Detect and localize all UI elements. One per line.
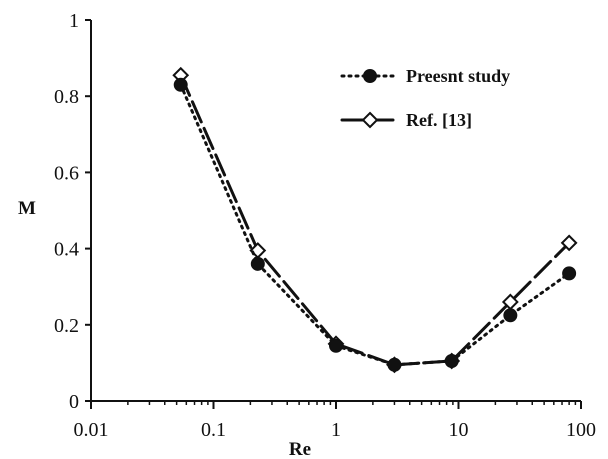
data-point-present-study <box>173 77 188 92</box>
y-tick-label: 0.2 <box>54 315 79 337</box>
data-point-present-study <box>562 266 577 281</box>
legend-item-reference: Ref. [13] <box>340 110 472 130</box>
data-point-present-study <box>444 353 459 368</box>
y-tick-label: 0.8 <box>54 86 79 108</box>
data-point-present-study <box>503 308 518 323</box>
data-point-reference <box>560 234 578 252</box>
series-present-study <box>173 77 577 372</box>
y-tick-label: 0.4 <box>54 239 79 261</box>
y-tick-label: 0.6 <box>54 162 79 184</box>
x-tick-label: 1 <box>331 419 341 441</box>
y-tick-label: 0 <box>69 391 79 413</box>
legend-label-present-study: Preesnt study <box>406 66 510 86</box>
ticks: 0 0.2 0.4 0.6 0.8 1 0.01 0.1 1 10 100 <box>54 10 596 441</box>
data-point-present-study <box>387 357 402 372</box>
legend-marker-reference <box>361 111 379 129</box>
x-axis-title: Re <box>289 439 311 459</box>
legend: Preesnt study Ref. [13] <box>340 66 510 130</box>
x-tick-label: 0.1 <box>201 419 226 441</box>
legend-item-present-study: Preesnt study <box>340 66 510 86</box>
data-point-present-study <box>329 338 343 353</box>
legend-label-reference: Ref. [13] <box>406 110 472 130</box>
series-layer <box>172 66 578 374</box>
x-tick-label: 100 <box>566 419 596 441</box>
y-tick-label: 1 <box>69 10 79 32</box>
data-point-present-study <box>250 256 265 271</box>
y-axis-title: M <box>18 198 36 219</box>
x-tick-label: 10 <box>449 419 469 441</box>
x-tick-label: 0.01 <box>74 419 109 441</box>
legend-marker-present-study <box>363 69 377 83</box>
